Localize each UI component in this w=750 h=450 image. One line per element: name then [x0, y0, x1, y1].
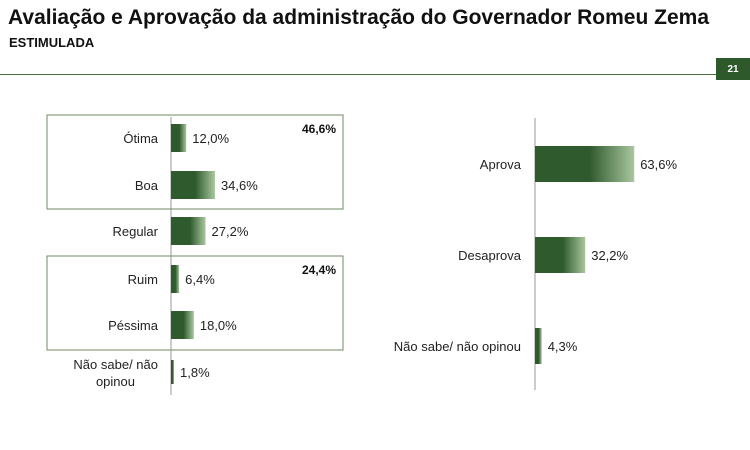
header-rule [0, 74, 716, 75]
approval-bar-desaprova [535, 237, 586, 273]
category-label-regular: Regular [112, 224, 158, 239]
category-label-boa: Boa [135, 178, 159, 193]
bar-pessima [171, 311, 194, 339]
page-subtitle: ESTIMULADA [9, 35, 95, 50]
bar-regular [171, 217, 206, 245]
value-label-ruim: 6,4% [185, 272, 215, 287]
page-title: Avaliação e Aprovação da administração d… [8, 6, 709, 29]
approval-value-label-nao-sabe-nao-opinou: 4,3% [548, 339, 578, 354]
group-box-1 [46, 114, 344, 210]
category-label-otima: Ótima [123, 131, 158, 146]
bar-boa [171, 171, 215, 199]
approval-category-label-nao-sabe-nao-opinou: Não sabe/ não opinou [394, 339, 521, 354]
approval-bar-nao-sabe-nao-opinou [535, 328, 542, 364]
approval-category-label-desaprova: Desaprova [458, 248, 522, 263]
approval-bar-aprova [535, 146, 635, 182]
category-label-ruim: Ruim [128, 272, 158, 287]
group-total-2: 24,4% [302, 263, 336, 277]
bar-otima [171, 124, 187, 152]
bar-nao-sabe-nao-opinou [171, 360, 174, 384]
bar-ruim [171, 265, 180, 293]
approval-value-label-aprova: 63,6% [640, 157, 677, 172]
value-label-pessima: 18,0% [200, 318, 237, 333]
value-label-otima: 12,0% [192, 131, 229, 146]
group-total-1: 46,6% [302, 122, 336, 136]
approval-category-label-aprova: Aprova [480, 157, 522, 172]
value-label-regular: 27,2% [212, 224, 249, 239]
page-number-badge: 21 [716, 58, 750, 80]
value-label-nao-sabe-nao-opinou: 1,8% [180, 365, 210, 380]
value-label-boa: 34,6% [221, 178, 258, 193]
category-label-nao-sabe-nao-opinou: Não sabe/ não opinou [73, 357, 158, 389]
category-label-pessima: Péssima [108, 318, 159, 333]
group-box-2 [46, 255, 344, 351]
approval-value-label-desaprova: 32,2% [591, 248, 628, 263]
